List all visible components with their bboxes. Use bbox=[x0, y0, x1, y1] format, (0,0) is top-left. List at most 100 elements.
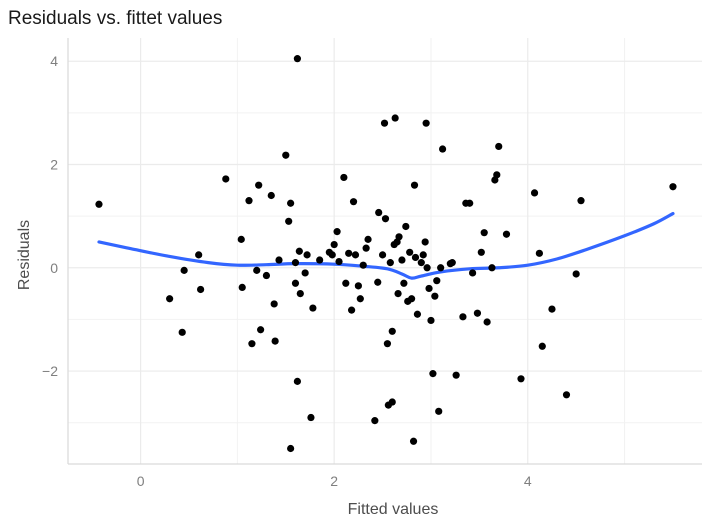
data-point bbox=[348, 306, 356, 314]
data-point bbox=[502, 230, 511, 238]
data-point bbox=[473, 309, 482, 317]
grid-minor bbox=[68, 38, 702, 464]
data-point bbox=[431, 292, 439, 300]
data-point bbox=[493, 171, 501, 179]
data-point bbox=[425, 284, 433, 293]
x-tick-label: 0 bbox=[137, 473, 145, 489]
data-point bbox=[371, 417, 379, 425]
y-axis-title: Residuals bbox=[16, 220, 33, 290]
data-point bbox=[480, 229, 488, 237]
data-point bbox=[466, 199, 474, 207]
data-point bbox=[262, 271, 271, 280]
points-layer bbox=[95, 55, 677, 453]
x-tick-label: 2 bbox=[330, 473, 338, 489]
data-point bbox=[335, 257, 343, 266]
data-point bbox=[448, 259, 456, 267]
data-point bbox=[433, 277, 441, 285]
data-point bbox=[316, 256, 324, 264]
data-point bbox=[386, 259, 394, 267]
data-point bbox=[437, 264, 445, 272]
data-point bbox=[488, 264, 496, 272]
data-point bbox=[419, 251, 427, 259]
data-point bbox=[237, 235, 245, 243]
data-point bbox=[255, 181, 263, 189]
data-point bbox=[422, 119, 430, 127]
data-point bbox=[577, 197, 585, 205]
data-point bbox=[374, 278, 382, 286]
data-point bbox=[270, 300, 278, 308]
data-point bbox=[669, 183, 677, 191]
data-point bbox=[409, 437, 418, 445]
data-point bbox=[340, 173, 348, 182]
data-point bbox=[413, 310, 422, 318]
data-point bbox=[362, 244, 370, 252]
data-point bbox=[291, 279, 300, 287]
data-point bbox=[535, 249, 543, 257]
data-point bbox=[391, 114, 399, 122]
data-point bbox=[291, 259, 300, 267]
data-point bbox=[245, 197, 253, 205]
data-point bbox=[406, 248, 414, 256]
axes bbox=[67, 38, 702, 465]
data-point bbox=[295, 247, 303, 255]
data-point bbox=[410, 181, 419, 189]
data-point bbox=[402, 222, 410, 231]
data-point bbox=[293, 55, 302, 63]
data-point bbox=[195, 251, 203, 259]
data-point bbox=[197, 285, 205, 294]
grid-major bbox=[68, 38, 702, 464]
data-point bbox=[408, 295, 416, 303]
data-point bbox=[538, 342, 546, 350]
data-point bbox=[495, 142, 503, 151]
data-point bbox=[411, 253, 420, 262]
y-tick-label: 0 bbox=[50, 260, 58, 276]
tick-labels: 0 2 4 −2 0 2 4 bbox=[42, 53, 532, 489]
data-point bbox=[378, 251, 387, 259]
smooth-layer bbox=[97, 211, 675, 280]
data-point bbox=[380, 119, 389, 127]
data-point bbox=[333, 228, 341, 236]
data-point bbox=[530, 189, 539, 197]
data-point bbox=[351, 251, 360, 259]
data-point bbox=[375, 208, 383, 217]
data-point bbox=[423, 264, 431, 272]
data-point bbox=[388, 398, 396, 406]
chart-title: Residuals vs. fittet values bbox=[8, 8, 223, 29]
data-point bbox=[180, 266, 188, 274]
data-point bbox=[293, 377, 302, 385]
data-point bbox=[275, 256, 283, 264]
data-point bbox=[383, 340, 392, 348]
data-point bbox=[345, 249, 353, 257]
data-point bbox=[483, 318, 491, 326]
data-point bbox=[394, 290, 402, 298]
data-point bbox=[307, 413, 315, 422]
data-point bbox=[417, 259, 425, 267]
data-point bbox=[282, 151, 290, 159]
data-point bbox=[438, 145, 447, 153]
y-tick-label: −2 bbox=[42, 363, 58, 379]
data-point bbox=[309, 304, 317, 312]
data-point bbox=[296, 290, 304, 298]
data-point bbox=[342, 279, 350, 287]
y-tick-label: 4 bbox=[50, 53, 58, 69]
data-point bbox=[517, 375, 525, 383]
data-point bbox=[359, 261, 367, 269]
data-point bbox=[468, 269, 477, 277]
data-point bbox=[354, 282, 362, 290]
data-point bbox=[429, 370, 437, 378]
data-point bbox=[400, 279, 408, 287]
data-point bbox=[435, 407, 443, 415]
data-point bbox=[285, 217, 293, 225]
data-point bbox=[459, 313, 467, 321]
data-point bbox=[238, 283, 246, 292]
data-point bbox=[427, 316, 435, 325]
data-point bbox=[572, 270, 580, 278]
data-point bbox=[301, 269, 309, 277]
data-point bbox=[562, 391, 571, 399]
data-point bbox=[395, 233, 403, 241]
data-point bbox=[421, 238, 429, 246]
data-point bbox=[303, 251, 311, 259]
data-point bbox=[166, 295, 174, 303]
